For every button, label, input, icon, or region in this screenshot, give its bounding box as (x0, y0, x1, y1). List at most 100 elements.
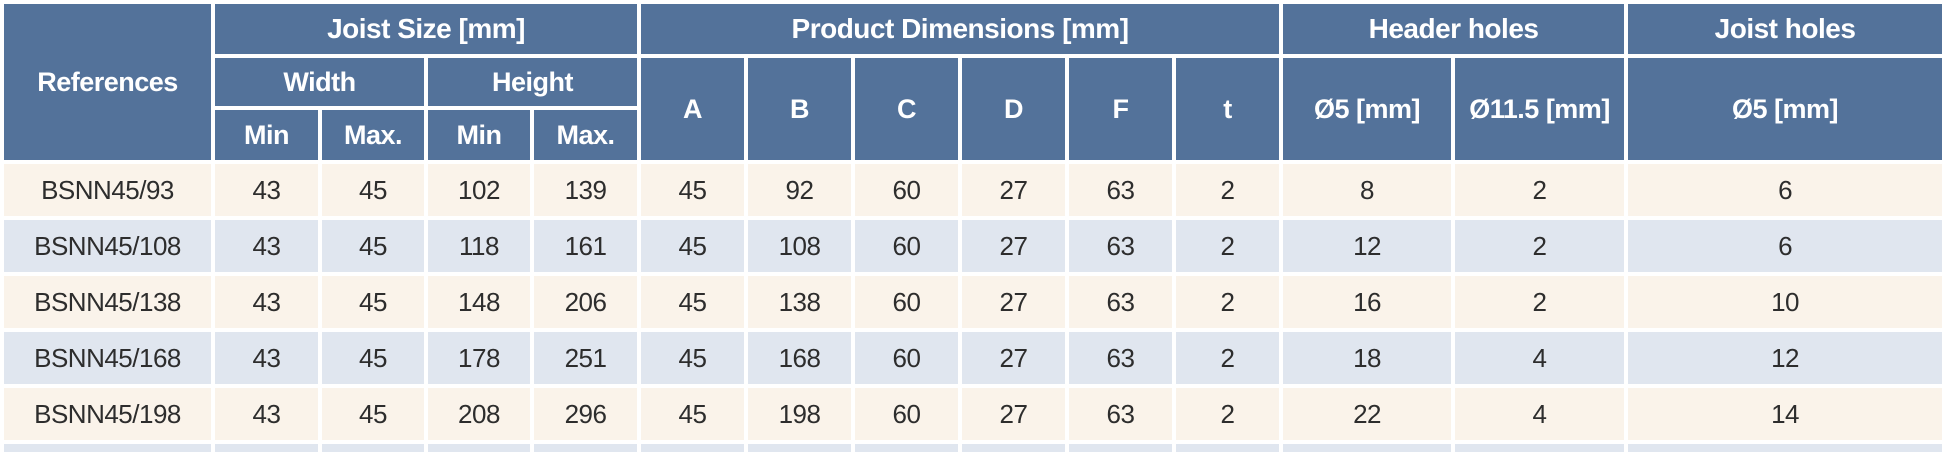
col-group-joist-size: Joist Size [mm] (215, 4, 638, 54)
col-header-dim-f: F (1069, 58, 1173, 160)
cell-partial (748, 444, 852, 452)
cell-joist-hole-d5: 14 (1628, 388, 1943, 440)
col-group-height: Height (428, 58, 638, 106)
col-header-height-max: Max. (534, 110, 638, 160)
col-header-dim-b: B (748, 58, 852, 160)
cell-joist-hole-d5: 10 (1628, 276, 1943, 328)
cell-partial (1069, 444, 1173, 452)
cell-partial (1176, 444, 1280, 452)
cell-header-hole-d11-5: 4 (1455, 332, 1625, 384)
cell-header-hole-d11-5: 2 (1455, 220, 1625, 272)
col-header-joist-holes-d5: Ø5 [mm] (1628, 58, 1943, 160)
cell-dim-a: 45 (641, 332, 745, 384)
cell-dim-c: 60 (855, 220, 959, 272)
cell-partial (534, 444, 638, 452)
cell-header-hole-d5: 16 (1283, 276, 1452, 328)
col-header-dim-c: C (855, 58, 959, 160)
cell-header-hole-d11-5: 2 (1455, 276, 1625, 328)
cell-dim-b: 108 (748, 220, 852, 272)
col-header-dim-t: t (1176, 58, 1280, 160)
col-header-height-min: Min (428, 110, 530, 160)
cell-dim-d: 27 (962, 164, 1066, 216)
cell-partial (428, 444, 530, 452)
cell-partial (1455, 444, 1625, 452)
cell-partial (962, 444, 1066, 452)
cell-dim-c: 60 (855, 332, 959, 384)
col-group-joist-holes: Joist holes (1628, 4, 1943, 54)
cell-dim-t: 2 (1176, 388, 1280, 440)
table-row: BSNN45/108 43 45 118 161 45 108 60 27 63… (4, 220, 1943, 272)
table-row: BSNN45/198 43 45 208 296 45 198 60 27 63… (4, 388, 1943, 440)
cell-dim-a: 45 (641, 276, 745, 328)
cell-header-hole-d11-5: 2 (1455, 164, 1625, 216)
cell-height-max: 296 (534, 388, 638, 440)
cell-width-min: 43 (215, 332, 318, 384)
cell-width-min: 43 (215, 220, 318, 272)
cell-partial (322, 444, 424, 452)
cell-dim-d: 27 (962, 220, 1066, 272)
cell-dim-d: 27 (962, 388, 1066, 440)
cell-joist-hole-d5: 6 (1628, 220, 1943, 272)
cell-width-max: 45 (322, 276, 424, 328)
cell-reference: BSNN45/93 (4, 164, 211, 216)
cell-reference: BSNN45/198 (4, 388, 211, 440)
cell-dim-t: 2 (1176, 220, 1280, 272)
cell-header-hole-d5: 18 (1283, 332, 1452, 384)
cell-height-min: 102 (428, 164, 530, 216)
cell-width-min: 43 (215, 276, 318, 328)
cell-height-min: 208 (428, 388, 530, 440)
cell-dim-t: 2 (1176, 332, 1280, 384)
cell-height-min: 148 (428, 276, 530, 328)
col-header-header-holes-d11-5: Ø11.5 [mm] (1455, 58, 1625, 160)
cell-header-hole-d5: 8 (1283, 164, 1452, 216)
cell-height-max: 251 (534, 332, 638, 384)
cell-dim-a: 45 (641, 220, 745, 272)
cell-dim-t: 2 (1176, 276, 1280, 328)
cell-dim-f: 63 (1069, 276, 1173, 328)
col-group-width: Width (215, 58, 424, 106)
cell-partial (1283, 444, 1452, 452)
table-row-partial (4, 444, 1943, 452)
cell-dim-d: 27 (962, 332, 1066, 384)
cell-width-max: 45 (322, 332, 424, 384)
cell-dim-b: 92 (748, 164, 852, 216)
col-header-dim-d: D (962, 58, 1066, 160)
cell-dim-f: 63 (1069, 164, 1173, 216)
col-header-dim-a: A (641, 58, 745, 160)
table-row: BSNN45/168 43 45 178 251 45 168 60 27 63… (4, 332, 1943, 384)
cell-width-min: 43 (215, 164, 318, 216)
cell-height-max: 206 (534, 276, 638, 328)
col-header-width-min: Min (215, 110, 318, 160)
cell-reference: BSNN45/108 (4, 220, 211, 272)
cell-width-max: 45 (322, 220, 424, 272)
col-header-width-max: Max. (322, 110, 424, 160)
table-row: BSNN45/138 43 45 148 206 45 138 60 27 63… (4, 276, 1943, 328)
cell-height-min: 178 (428, 332, 530, 384)
cell-dim-c: 60 (855, 276, 959, 328)
cell-joist-hole-d5: 12 (1628, 332, 1943, 384)
cell-width-max: 45 (322, 388, 424, 440)
cell-dim-a: 45 (641, 164, 745, 216)
cell-dim-c: 60 (855, 388, 959, 440)
col-header-header-holes-d5: Ø5 [mm] (1283, 58, 1452, 160)
cell-width-min: 43 (215, 388, 318, 440)
col-group-product-dimensions: Product Dimensions [mm] (641, 4, 1280, 54)
col-group-header-holes: Header holes (1283, 4, 1625, 54)
cell-height-max: 139 (534, 164, 638, 216)
cell-dim-t: 2 (1176, 164, 1280, 216)
cell-header-hole-d5: 12 (1283, 220, 1452, 272)
col-header-references: References (4, 4, 211, 160)
cell-joist-hole-d5: 6 (1628, 164, 1943, 216)
table-row: BSNN45/93 43 45 102 139 45 92 60 27 63 2… (4, 164, 1943, 216)
cell-dim-b: 138 (748, 276, 852, 328)
cell-dim-f: 63 (1069, 388, 1173, 440)
cell-width-max: 45 (322, 164, 424, 216)
cell-header-hole-d5: 22 (1283, 388, 1452, 440)
cell-partial (215, 444, 318, 452)
cell-reference: BSNN45/168 (4, 332, 211, 384)
cell-dim-f: 63 (1069, 332, 1173, 384)
cell-header-hole-d11-5: 4 (1455, 388, 1625, 440)
cell-dim-b: 168 (748, 332, 852, 384)
cell-dim-b: 198 (748, 388, 852, 440)
